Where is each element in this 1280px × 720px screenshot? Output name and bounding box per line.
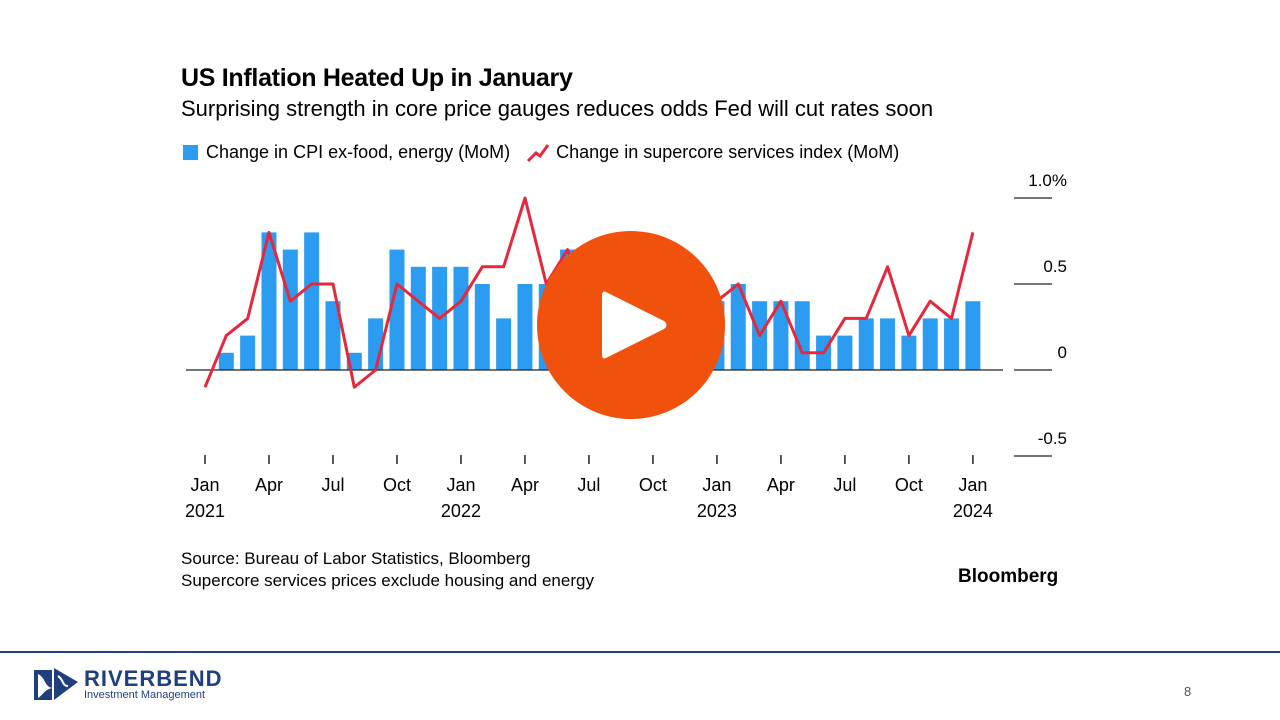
bar-2021-02 [218, 352, 234, 370]
bar-2021-04 [261, 232, 277, 370]
x-tick-year: 2021 [185, 501, 225, 521]
x-tick-label: Jan [702, 475, 731, 495]
company-subtitle: Investment Management [84, 688, 206, 701]
legend-line-swatch [527, 143, 550, 162]
y-tick-label: 1.0% [1028, 171, 1067, 190]
bar-2023-12 [944, 318, 960, 370]
footer-divider [0, 651, 1280, 653]
bar-2023-09 [880, 318, 896, 370]
bloomberg-brand: Bloomberg [958, 566, 1059, 587]
chart-legend: Change in CPI ex-food, energy (MoM) Chan… [183, 142, 899, 163]
chart-title: US Inflation Heated Up in January [181, 64, 573, 92]
company-logo: RIVERBEND Investment Management [32, 664, 223, 704]
x-tick-label: Apr [255, 475, 283, 495]
y-tick-label: 0.5 [1043, 257, 1067, 276]
bar-2021-06 [304, 232, 320, 370]
bar-2023-07 [837, 335, 853, 370]
legend-line-label: Change in supercore services index (MoM) [556, 142, 900, 162]
play-icon [602, 291, 667, 359]
riverbend-logo-icon [34, 668, 78, 700]
x-tick-label: Jan [446, 475, 475, 495]
x-tick-label: Oct [639, 475, 667, 495]
x-tick-label: Oct [895, 475, 923, 495]
legend-bar-label: Change in CPI ex-food, energy (MoM) [206, 142, 511, 162]
bar-2023-04 [773, 301, 789, 370]
x-tick-label: Apr [511, 475, 539, 495]
bar-2024-01 [965, 301, 981, 370]
bar-2021-05 [282, 249, 298, 370]
bar-2023-02 [730, 284, 746, 370]
bar-2023-08 [858, 318, 874, 370]
video-play-button[interactable] [536, 230, 726, 420]
y-tick-label: -0.5 [1038, 429, 1067, 448]
x-tick-year: 2024 [953, 501, 993, 521]
x-tick-label: Jul [577, 475, 600, 495]
y-tick-label: 0 [1058, 343, 1067, 362]
x-tick-label: Apr [767, 475, 795, 495]
bar-2021-11 [410, 266, 426, 370]
bar-2021-03 [240, 335, 256, 370]
legend-bar-swatch [183, 145, 198, 160]
bar-2021-10 [389, 249, 405, 370]
x-tick-label: Jul [833, 475, 856, 495]
bar-2023-10 [901, 335, 917, 370]
x-tick-label: Jul [321, 475, 344, 495]
bar-2022-04 [517, 284, 533, 370]
bar-2023-11 [922, 318, 938, 370]
bar-2022-03 [496, 318, 512, 370]
source-line-2: Supercore services prices exclude housin… [181, 571, 594, 590]
x-tick-label: Jan [958, 475, 987, 495]
x-tick-year: 2022 [441, 501, 481, 521]
bar-2021-07 [325, 301, 341, 370]
bar-2022-01 [453, 266, 469, 370]
source-note: Source: Bureau of Labor Statistics, Bloo… [181, 548, 594, 592]
source-line-1: Source: Bureau of Labor Statistics, Bloo… [181, 549, 531, 568]
bar-2023-05 [794, 301, 810, 370]
page-number: 8 [1184, 684, 1192, 699]
bar-2022-02 [474, 284, 490, 370]
x-tick-label: Jan [190, 475, 219, 495]
company-name: RIVERBEND [84, 665, 223, 691]
x-tick-label: Oct [383, 475, 411, 495]
chart-subtitle: Surprising strength in core price gauges… [181, 96, 934, 121]
x-tick-year: 2023 [697, 501, 737, 521]
